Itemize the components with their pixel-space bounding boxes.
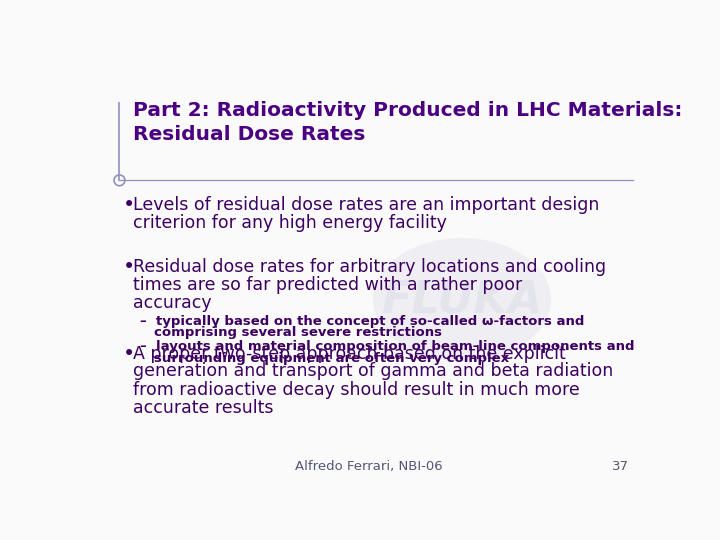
- Text: –  typically based on the concept of so-called ω-factors and: – typically based on the concept of so-c…: [140, 315, 585, 328]
- Text: comprising several severe restrictions: comprising several severe restrictions: [154, 326, 442, 339]
- Text: FLUKA: FLUKA: [382, 278, 543, 321]
- Text: times are so far predicted with a rather poor: times are so far predicted with a rather…: [132, 276, 522, 294]
- Text: Alfredo Ferrari, NBI-06: Alfredo Ferrari, NBI-06: [295, 460, 443, 473]
- Text: A proper two-step approach based on the explicit: A proper two-step approach based on the …: [132, 345, 565, 363]
- Text: Residual Dose Rates: Residual Dose Rates: [132, 125, 365, 144]
- Text: 37: 37: [611, 460, 629, 473]
- Text: •: •: [123, 256, 135, 276]
- Text: –  layouts and material composition of beam-line components and: – layouts and material composition of be…: [140, 340, 635, 353]
- Text: surrounding equipment are often very complex: surrounding equipment are often very com…: [154, 352, 510, 365]
- Ellipse shape: [373, 238, 551, 361]
- Text: criterion for any high energy facility: criterion for any high energy facility: [132, 214, 446, 232]
- Text: Levels of residual dose rates are an important design: Levels of residual dose rates are an imp…: [132, 196, 599, 214]
- Text: generation and transport of gamma and beta radiation: generation and transport of gamma and be…: [132, 362, 613, 380]
- Text: accurate results: accurate results: [132, 399, 273, 417]
- Text: from radioactive decay should result in much more: from radioactive decay should result in …: [132, 381, 580, 399]
- Text: •: •: [123, 345, 135, 364]
- Text: •: •: [123, 195, 135, 215]
- Text: accuracy: accuracy: [132, 294, 211, 313]
- Text: Part 2: Radioactivity Produced in LHC Materials:: Part 2: Radioactivity Produced in LHC Ma…: [132, 102, 682, 120]
- Text: Residual dose rates for arbitrary locations and cooling: Residual dose rates for arbitrary locati…: [132, 258, 606, 275]
